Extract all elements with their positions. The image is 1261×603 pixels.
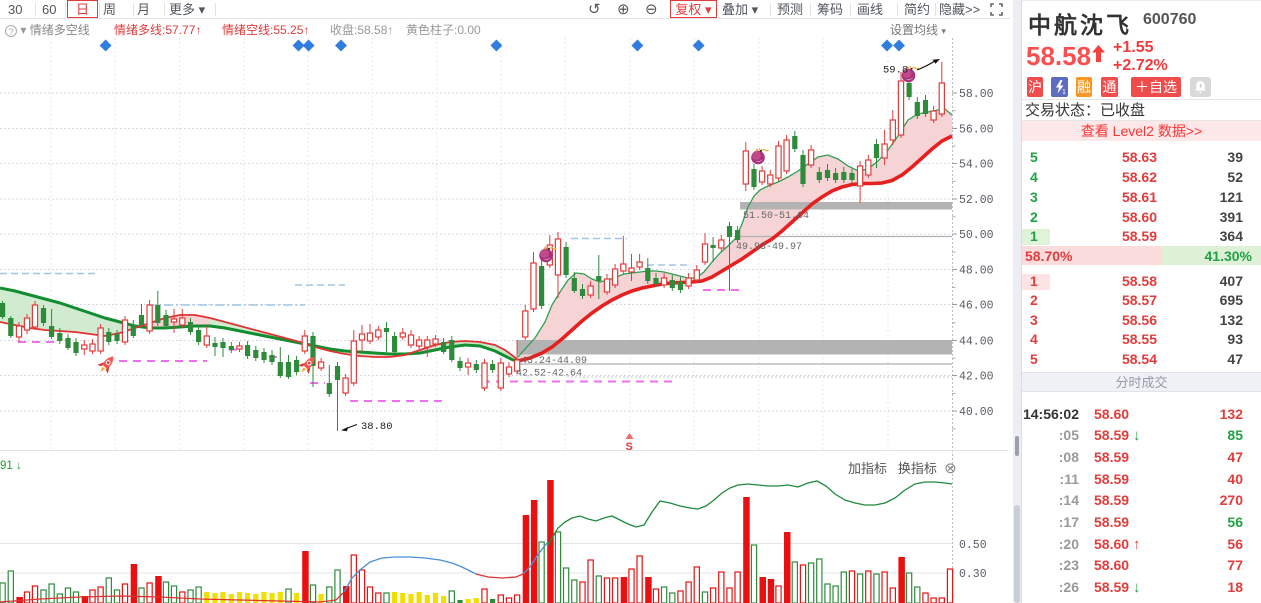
- svg-text:0.30: 0.30: [959, 568, 987, 581]
- svg-text:52.00: 52.00: [959, 194, 994, 207]
- svg-text:42.00: 42.00: [959, 371, 994, 384]
- svg-text:43.24-44.09: 43.24-44.09: [521, 356, 587, 367]
- svg-text:54.00: 54.00: [959, 159, 994, 172]
- svg-text:56.00: 56.00: [959, 124, 994, 137]
- svg-text:91 ↓: 91 ↓: [0, 460, 22, 472]
- svg-text:58.00: 58.00: [959, 88, 994, 101]
- svg-text:1: 1: [1062, 89, 1066, 96]
- svg-text:38.80: 38.80: [361, 421, 393, 433]
- svg-text:46.00: 46.00: [959, 300, 994, 313]
- svg-text:51.50-51.64: 51.50-51.64: [743, 211, 809, 222]
- svg-text:44.00: 44.00: [959, 336, 994, 349]
- svg-text:42.52-42.64: 42.52-42.64: [516, 369, 582, 380]
- svg-text:0.50: 0.50: [959, 539, 987, 552]
- svg-text:50.00: 50.00: [959, 229, 994, 242]
- svg-text:49.93-49.97: 49.93-49.97: [736, 242, 802, 253]
- svg-text:59.8: 59.8: [883, 65, 908, 77]
- svg-text:40.00: 40.00: [959, 406, 994, 419]
- svg-text:48.00: 48.00: [959, 265, 994, 278]
- svg-text:S: S: [626, 441, 633, 453]
